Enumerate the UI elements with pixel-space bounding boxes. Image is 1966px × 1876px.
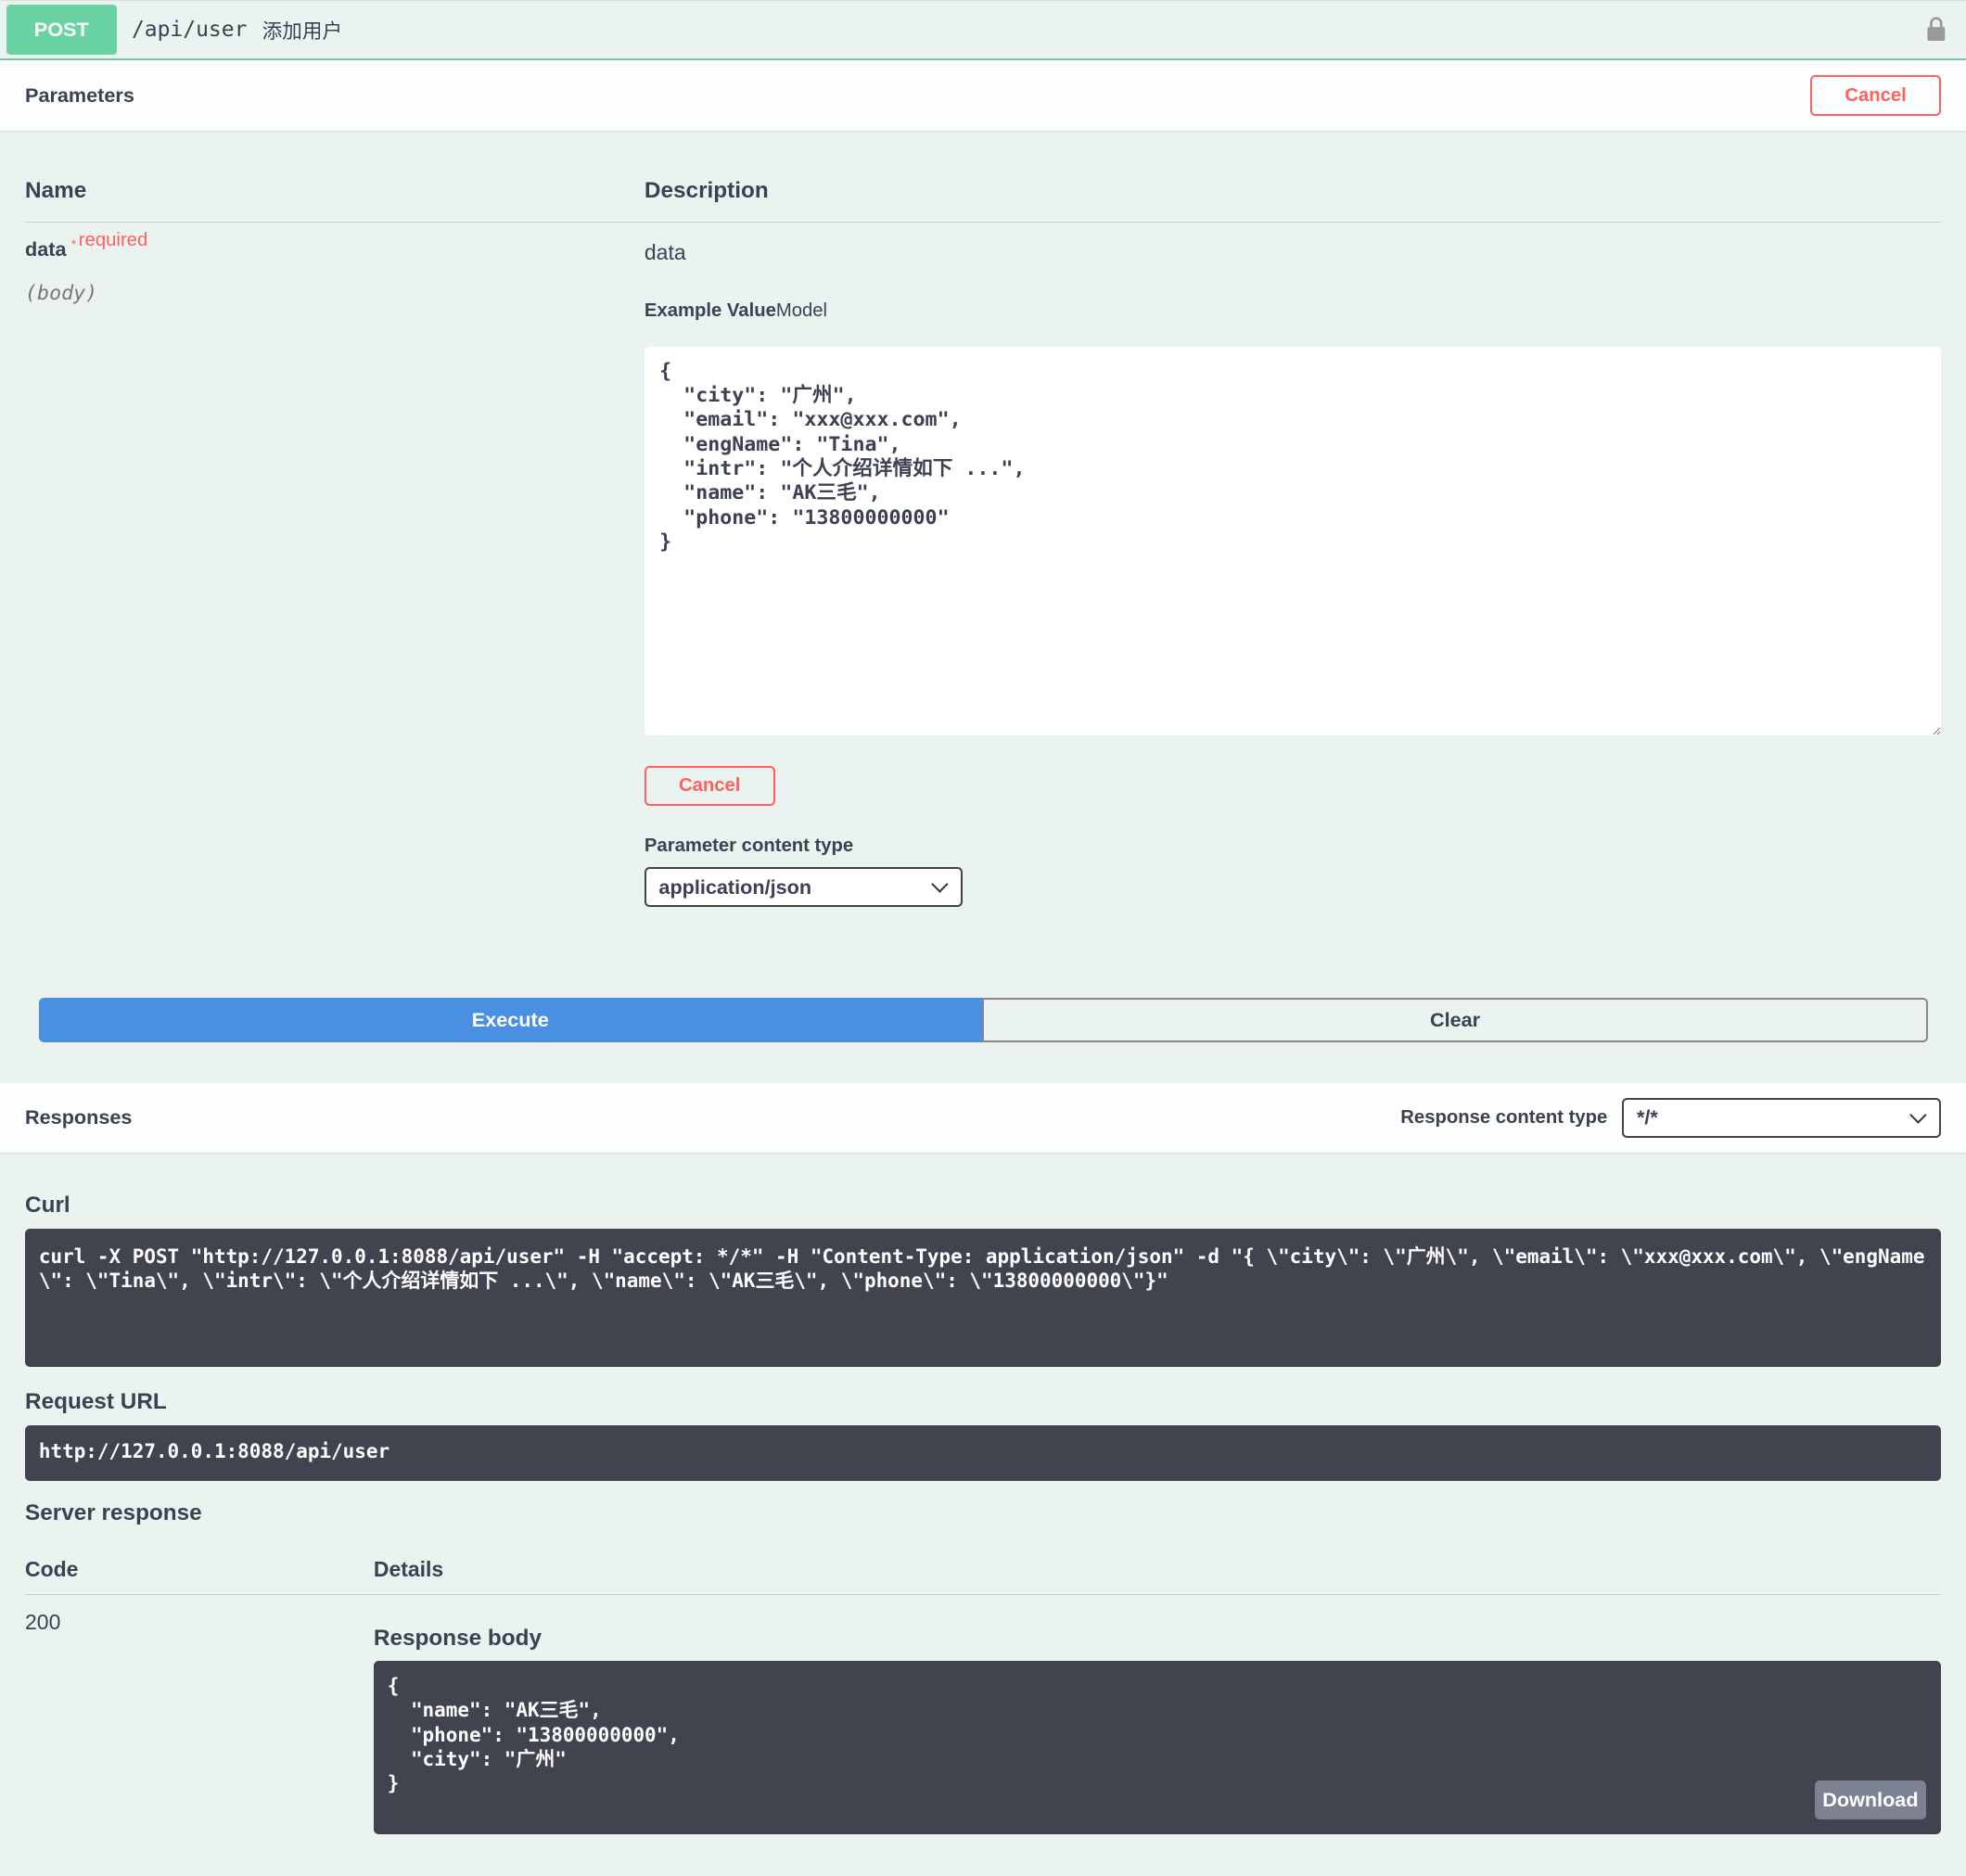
parameter-content-type-select[interactable]: application/json (644, 867, 964, 908)
parameter-description: data (644, 240, 686, 265)
request-url[interactable]: http://127.0.0.1:8088/api/user (25, 1425, 1941, 1481)
method-badge: POST (6, 5, 117, 56)
responses-body: Curl curl -X POST "http://127.0.0.1:8088… (0, 1193, 1966, 1835)
server-response-label: Server response (25, 1500, 202, 1526)
selected-value: */* (1637, 1105, 1658, 1129)
parameter-in: (body) (25, 282, 98, 306)
download-button[interactable]: Download (1815, 1780, 1926, 1819)
model-tab[interactable]: Model (775, 300, 828, 321)
parameter-content-type-label: Parameter content type (644, 836, 854, 857)
response-body-text: { "name": "AK三毛", "phone": "13800000000"… (387, 1674, 680, 1795)
example-value-tab[interactable]: Example Value (644, 300, 776, 321)
curl-label: Curl (25, 1193, 70, 1219)
response-row: 200 Response body { "name": "AK三毛", "pho… (25, 1595, 1941, 1835)
column-code: Code (25, 1556, 79, 1581)
column-name: Name (25, 178, 87, 204)
response-code: 200 (25, 1610, 61, 1635)
parameters-table: Name Description data * required (body) da… (0, 131, 1966, 908)
body-cancel-button[interactable]: Cancel (644, 765, 775, 806)
column-details: Details (373, 1556, 444, 1581)
body-editor[interactable]: { "city": "广州", "email": "xxx@xxx.com", … (644, 346, 1941, 736)
required-label: required (78, 230, 148, 251)
cancel-button[interactable]: Cancel (1810, 75, 1941, 116)
required-mark: * (70, 237, 77, 252)
column-description: Description (644, 178, 769, 204)
execute-wrapper: Execute Clear (38, 997, 1929, 1043)
lock-icon[interactable] (1926, 16, 1947, 42)
selected-value: application/json (658, 874, 812, 899)
parameter-row: data * required (body) data Example ValueM… (25, 223, 1941, 908)
chevron-down-icon (931, 875, 949, 893)
response-body[interactable]: { "name": "AK三毛", "phone": "13800000000"… (373, 1661, 1941, 1835)
response-content-type-select[interactable]: */* (1622, 1097, 1941, 1138)
request-url-label: Request URL (25, 1389, 167, 1415)
response-content-type-label: Response content type (1400, 1106, 1608, 1128)
response-body-label: Response body (373, 1625, 543, 1651)
parameters-header: Parameters Cancel (0, 60, 1966, 131)
parameters-title: Parameters (25, 83, 134, 108)
execute-button[interactable]: Execute (38, 997, 982, 1043)
curl-command[interactable]: curl -X POST "http://127.0.0.1:8088/api/… (25, 1229, 1941, 1367)
endpoint-path: /api/user (131, 18, 248, 43)
parameter-name: data (25, 237, 67, 262)
operation-summary[interactable]: POST /api/user 添加用户 (0, 0, 1966, 61)
responses-title: Responses (25, 1105, 133, 1129)
endpoint-description: 添加用户 (262, 19, 343, 43)
clear-button[interactable]: Clear (981, 997, 1929, 1043)
chevron-down-icon (1909, 1105, 1927, 1124)
responses-header: Responses Response content type */* (0, 1082, 1966, 1154)
